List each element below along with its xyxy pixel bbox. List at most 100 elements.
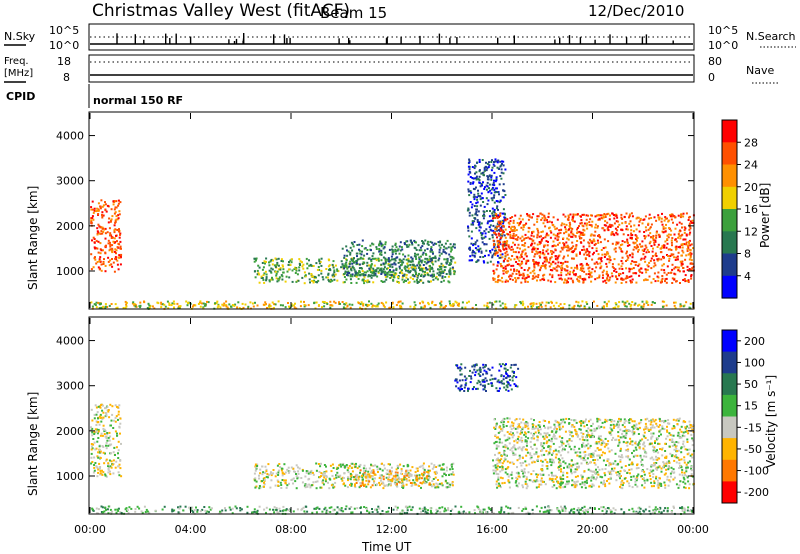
scatter-cell (653, 302, 656, 304)
scatter-cell (340, 266, 343, 269)
scatter-cell (490, 161, 493, 163)
scatter-cell (582, 281, 585, 284)
scatter-cell (630, 225, 632, 228)
scatter-cell (350, 474, 353, 477)
scatter-cell (612, 307, 615, 309)
scatter-cell (102, 471, 105, 474)
scatter-cell (303, 303, 306, 306)
scatter-cell (530, 432, 533, 435)
scatter-cell (493, 196, 495, 199)
scatter-cell (485, 169, 488, 172)
scatter-cell (119, 247, 122, 250)
scatter-cell (539, 279, 542, 282)
scatter-cell (648, 227, 651, 230)
scatter-cell (96, 227, 99, 230)
scatter-cell (464, 383, 467, 386)
scatter-cell (464, 366, 467, 369)
scatter-cell (382, 247, 385, 250)
scatter-cell (605, 420, 608, 423)
scatter-cell (115, 249, 118, 252)
scatter-cell (586, 481, 588, 484)
scatter-cell (499, 430, 501, 433)
scatter-cell (440, 483, 443, 486)
scatter-cell (432, 478, 435, 480)
scatter-cell (593, 243, 596, 246)
scatter-cell (496, 200, 499, 203)
scatter-cell (391, 263, 394, 266)
scatter-cell (147, 302, 150, 305)
scatter-cell (631, 215, 634, 218)
scatter-cell (102, 427, 105, 430)
scatter-cell (657, 425, 660, 428)
scatter-cell (316, 480, 319, 483)
scatter-cell (530, 305, 533, 308)
scatter-cell (327, 278, 330, 281)
scatter-cell (591, 240, 594, 243)
scatter-cell (473, 220, 476, 223)
scatter-cell (92, 438, 95, 440)
scatter-cell (568, 228, 570, 231)
scatter-cell (178, 306, 181, 309)
scatter-cell (388, 476, 391, 479)
scatter-cell (118, 254, 121, 257)
scatter-cell (390, 274, 393, 277)
scatter-cell (566, 260, 569, 263)
scatter-cell (387, 263, 390, 265)
scatter-cell (479, 383, 482, 386)
scatter-cell (522, 272, 525, 275)
scatter-cell (360, 267, 363, 269)
scatter-cell (492, 303, 495, 306)
scatter-cell (366, 270, 369, 273)
scatter-cell (493, 211, 496, 214)
scatter-cell (284, 471, 287, 474)
scatter-cell (446, 260, 449, 263)
scatter-cell (603, 213, 606, 215)
scatter-cell (445, 252, 448, 255)
scatter-cell (392, 250, 395, 253)
scatter-cell (536, 251, 539, 254)
scatter-cell (91, 305, 94, 308)
scatter-cell (499, 238, 502, 241)
scatter-cell (467, 226, 470, 229)
scatter-cell (575, 254, 578, 257)
scatter-cell (276, 261, 279, 264)
scatter-cell (452, 302, 455, 305)
scatter-cell (498, 240, 500, 243)
scatter-cell (465, 377, 468, 380)
scatter-cell (685, 233, 688, 236)
scatter-cell (265, 276, 268, 279)
scatter-cell (309, 484, 312, 487)
scatter-cell (116, 259, 119, 262)
scatter-cell (370, 302, 373, 305)
scatter-cell (346, 304, 349, 307)
scatter-cell (539, 252, 542, 255)
scatter-cell (558, 265, 561, 268)
scatter-cell (452, 267, 455, 270)
scatter-cell (586, 254, 589, 256)
scatter-cell (364, 274, 367, 277)
scatter-cell (355, 260, 358, 263)
scatter-cell (615, 424, 617, 427)
scatter-cell (491, 248, 494, 251)
scatter-cell (388, 248, 391, 251)
scatter-cell (513, 229, 516, 231)
scatter-cell (583, 222, 586, 225)
sky-noise-panel (88, 23, 695, 51)
scatter-cell (566, 249, 569, 252)
scatter-cell (279, 268, 282, 271)
scatter-cell (576, 266, 579, 269)
scatter-cell (613, 217, 616, 220)
scatter-cell (643, 449, 646, 452)
scatter-cell (449, 263, 452, 266)
scatter-cell (471, 251, 474, 254)
scatter-cell (113, 419, 115, 422)
scatter-cell (115, 218, 118, 221)
scatter-cell (401, 278, 404, 281)
scatter-cell (259, 468, 262, 471)
scatter-cell (341, 479, 344, 482)
scatter-cell (375, 259, 378, 262)
scatter-cell (501, 265, 504, 268)
scatter-cell (365, 479, 368, 482)
scatter-cell (430, 462, 433, 465)
scatter-cell (504, 168, 507, 171)
